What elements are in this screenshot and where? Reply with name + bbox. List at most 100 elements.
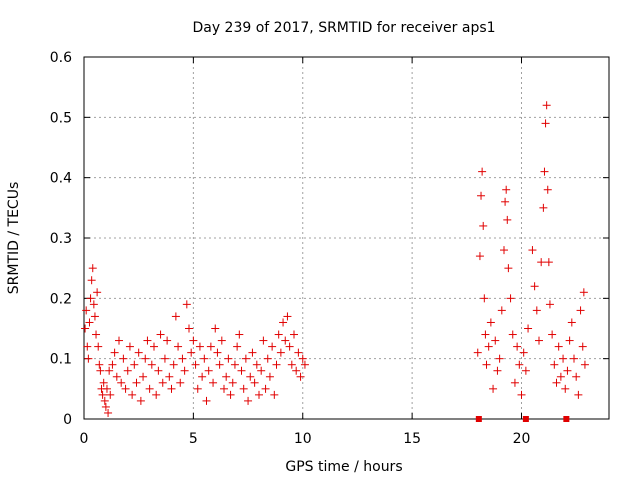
data-point [158,378,167,387]
data-point [504,264,513,273]
data-point [272,360,281,369]
data-point [300,360,309,369]
data-point [150,342,158,351]
data-point [85,318,94,327]
data-point [96,366,105,375]
data-point [528,246,537,255]
data-point [244,396,253,405]
data-point [552,378,561,387]
data-point [574,390,583,399]
x-tick-label: 15 [403,431,421,447]
data-point [473,348,482,357]
data-point [224,354,233,363]
data-point [154,366,163,375]
data-point [136,396,145,405]
data-point [125,342,134,351]
data-point [228,378,237,387]
data-point [255,390,263,399]
x-axis-label: GPS time / hours [285,459,402,475]
chart-title: Day 239 of 2017, SRMTID for receiver aps… [192,20,495,36]
data-point [477,191,486,200]
data-point [198,372,207,381]
data-point [567,318,576,327]
data-point [565,336,574,345]
data-point [515,360,524,369]
data-point [252,360,261,369]
data-point [543,185,552,194]
data-point [542,101,551,110]
data-point [169,360,178,369]
x-tick-label: 5 [189,431,198,447]
data-point [517,390,526,399]
data-point [521,366,530,375]
data-point [539,203,548,212]
y-axis-label: SRMTID / TECUs [6,182,22,295]
data-point [296,372,305,381]
data-point [579,288,588,297]
y-tick-label: 0.4 [50,171,72,187]
data-point [503,215,512,224]
data-point [191,360,200,369]
data-point [524,324,533,333]
zero-marker [522,416,529,422]
data-point [530,282,539,291]
data-point [576,306,585,315]
data-point [540,167,549,176]
data-point [220,384,228,393]
data-point [174,342,183,351]
data-point [211,324,220,333]
data-point [491,336,500,345]
data-point [100,396,109,405]
y-tick-label: 0.1 [50,352,72,368]
data-point [104,408,113,417]
data-point [89,300,98,309]
zero-marker [563,416,570,422]
data-point [233,342,242,351]
data-point [501,197,510,206]
data-point [281,336,290,345]
data-point [204,366,213,375]
data-point [95,360,104,369]
data-point [480,294,489,303]
data-point [479,221,488,230]
data-point [535,336,543,345]
data-point [285,342,294,351]
data-point [130,360,139,369]
data-point [163,336,172,345]
data-point [497,306,506,315]
data-point [510,378,519,387]
data-point [160,354,169,363]
x-tick-label: 0 [80,431,89,447]
data-point [128,390,137,399]
y-tick-label: 0.2 [50,291,72,307]
data-point [556,372,565,381]
data-point [489,384,498,393]
data-point [513,342,522,351]
data-point [290,330,298,339]
data-point [98,390,107,399]
data-point [239,384,248,393]
data-point [180,366,189,375]
data-point [182,300,191,309]
data-point [541,119,550,128]
data-point [226,390,235,399]
data-point [143,336,152,345]
data-point [548,330,557,339]
data-point [141,354,150,363]
data-point [167,384,176,393]
data-point [99,378,108,387]
data-point [550,360,559,369]
data-point [283,312,292,321]
data-point [298,354,307,363]
data-point [117,378,126,387]
data-point [532,306,541,315]
zero-marker [475,416,482,422]
data-point [86,294,95,303]
x-tick-label: 10 [294,431,312,447]
data-point [81,324,90,333]
data-point [508,330,517,339]
data-point [279,318,288,327]
data-point [475,252,484,261]
data-point [112,372,121,381]
data-point [486,318,495,327]
